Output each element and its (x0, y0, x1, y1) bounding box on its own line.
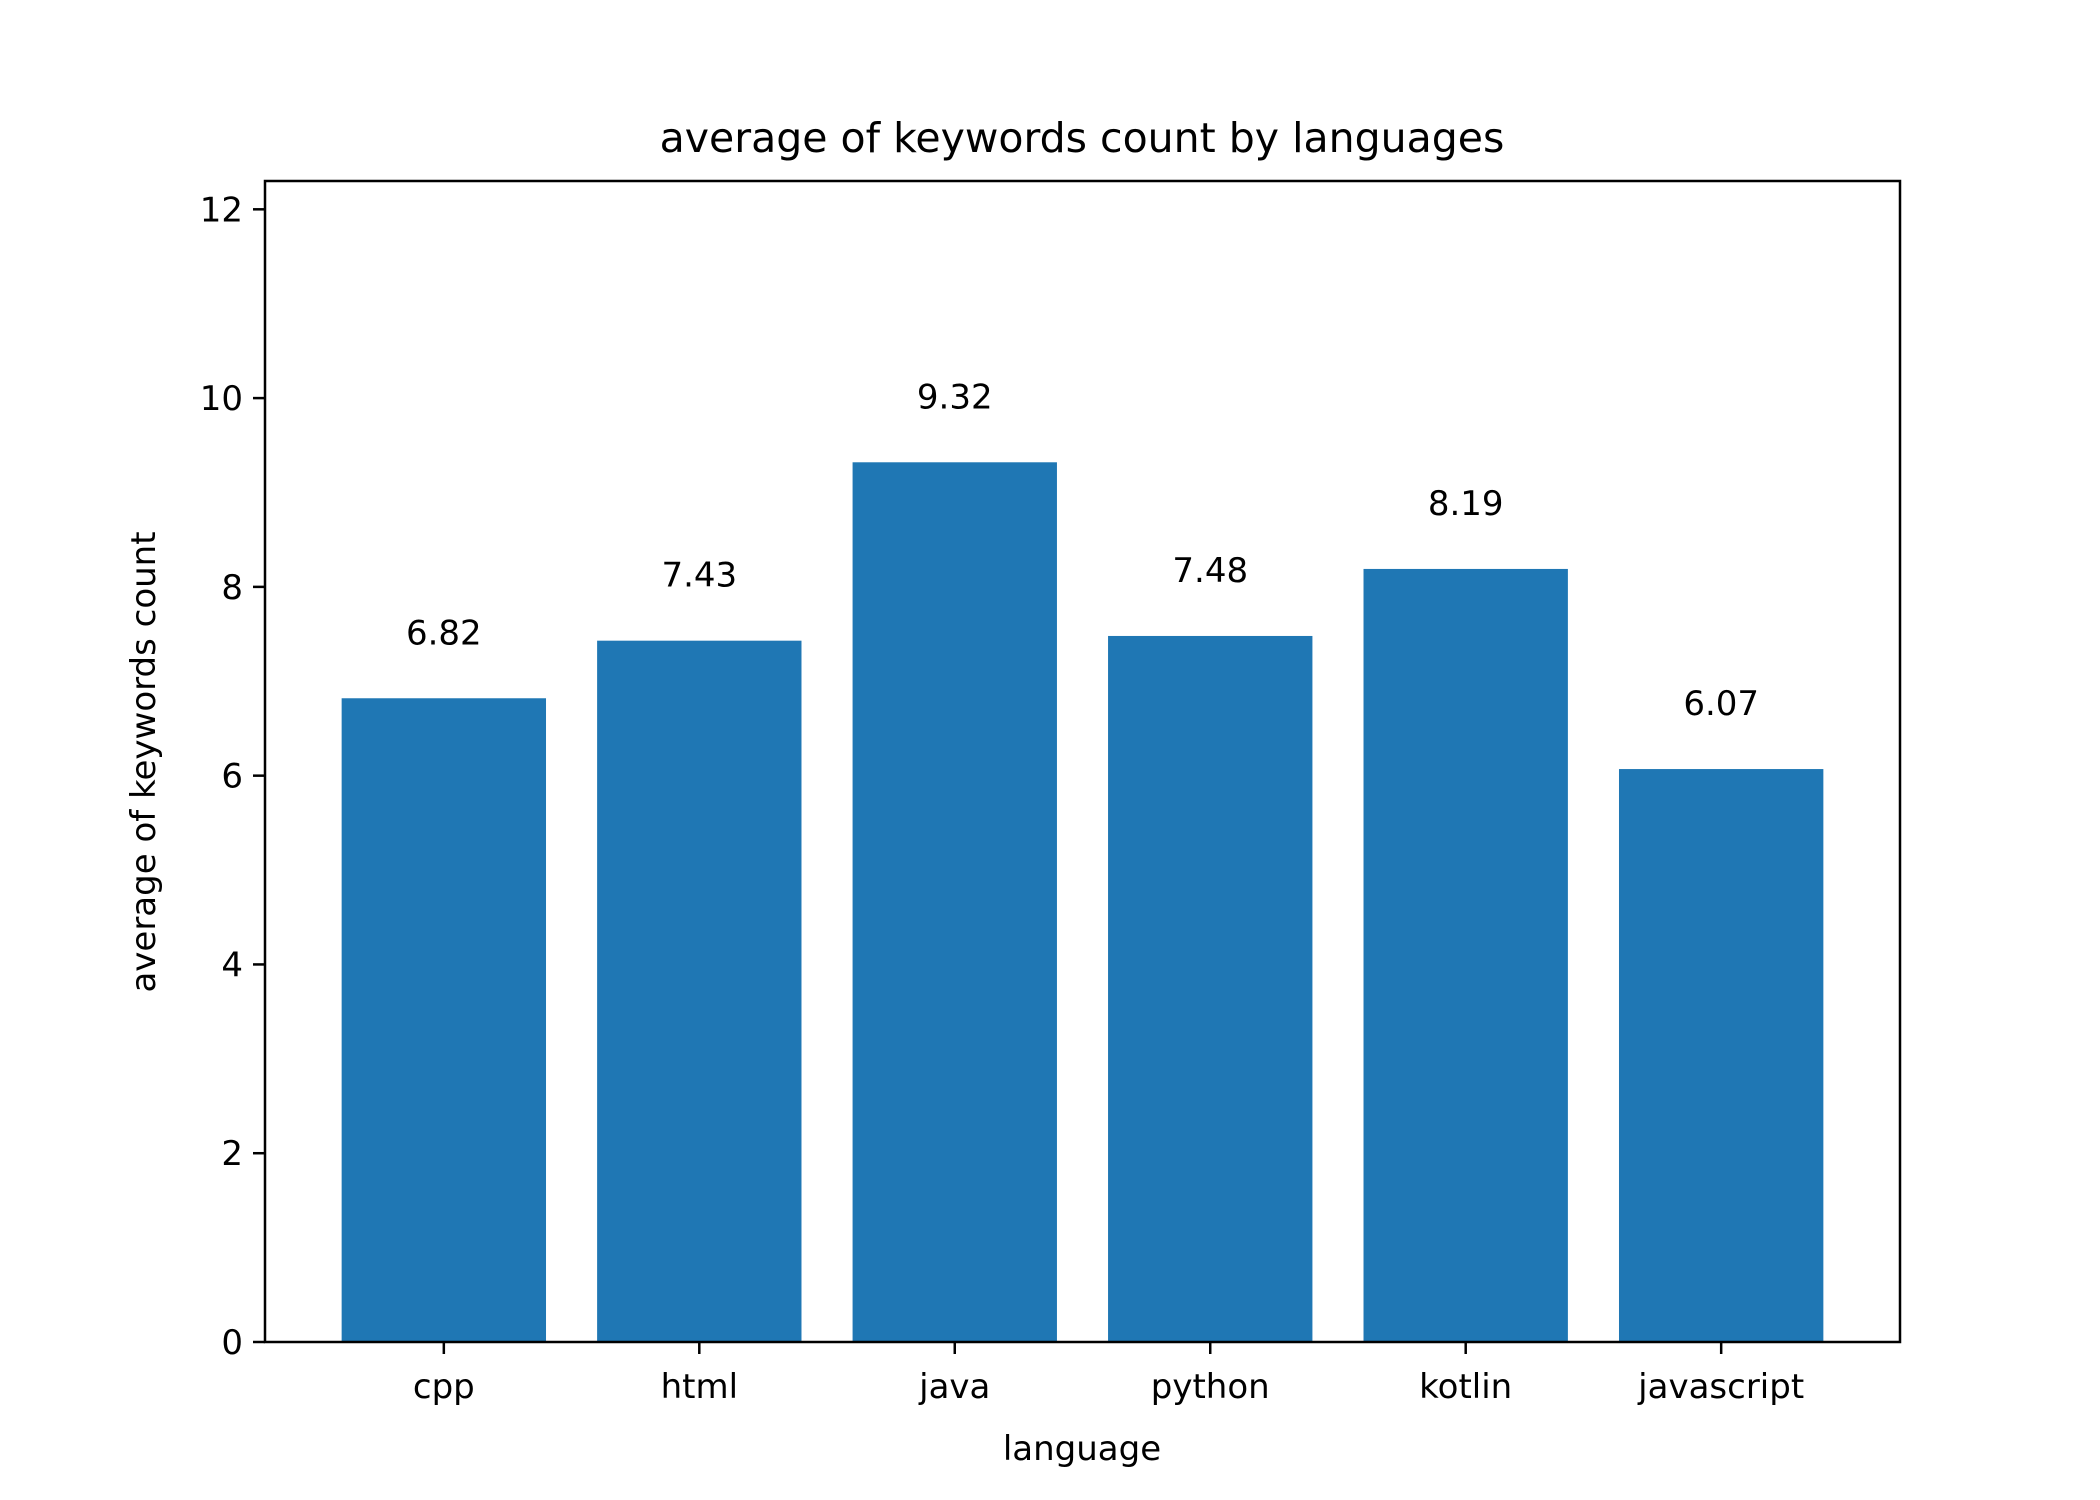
x-tick-label-java: java (918, 1367, 990, 1407)
y-tick-label-8: 8 (221, 568, 243, 608)
bar-value-label-javascript: 6.07 (1683, 684, 1759, 724)
chart-title: average of keywords count by languages (660, 114, 1505, 162)
bar-kotlin (1363, 568, 1568, 1342)
y-axis-ticks: 0 2 4 6 8 10 12 (200, 190, 265, 1363)
bar-html (597, 640, 802, 1342)
bar-value-label-html: 7.43 (661, 556, 737, 596)
x-tick-label-javascript: javascript (1637, 1367, 1804, 1407)
bar-value-label-java: 9.32 (917, 377, 993, 417)
x-tick-label-html: html (661, 1367, 738, 1407)
x-tick-label-cpp: cpp (413, 1367, 475, 1407)
y-tick-label-2: 2 (221, 1134, 243, 1174)
bar-value-label-cpp: 6.82 (406, 613, 482, 653)
bar-value-label-python: 7.48 (1172, 551, 1248, 591)
bar-cpp (341, 698, 547, 1342)
y-tick-label-10: 10 (200, 379, 243, 419)
bar-python (1108, 635, 1313, 1342)
x-tick-label-kotlin: kotlin (1419, 1367, 1512, 1407)
y-tick-label-12: 12 (200, 190, 243, 230)
bar-value-label-kotlin: 8.19 (1428, 484, 1504, 524)
bars-group (341, 462, 1824, 1342)
y-tick-label-0: 0 (221, 1323, 243, 1363)
x-axis-label: language (1003, 1429, 1161, 1469)
x-axis-ticks: cpp html java python kotlin javascript (413, 1342, 1804, 1407)
y-tick-label-4: 4 (221, 945, 243, 985)
bar-labels-group: 6.82 7.43 9.32 7.48 8.19 6.07 (406, 377, 1759, 724)
y-tick-label-6: 6 (221, 757, 243, 797)
plot-area-frame (263, 179, 1902, 1344)
y-axis-label: average of keywords count (124, 531, 164, 992)
x-tick-label-python: python (1151, 1367, 1270, 1407)
bar-javascript (1618, 769, 1824, 1342)
bar-java (852, 462, 1057, 1342)
